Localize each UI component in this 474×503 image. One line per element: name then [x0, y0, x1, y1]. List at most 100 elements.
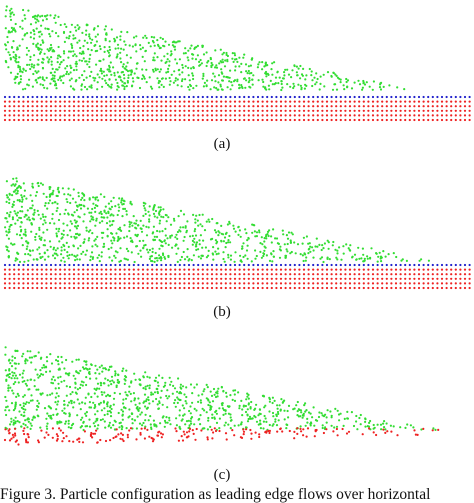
- fluid-particle: [8, 372, 11, 376]
- wall-particle: [436, 100, 439, 103]
- fluid-particle: [67, 73, 70, 76]
- fluid-particle: [153, 36, 156, 39]
- fluid-particle: [297, 408, 300, 411]
- wall-particle: [95, 286, 99, 290]
- wall-particle: [404, 109, 407, 112]
- wall-particle: [296, 432, 299, 435]
- fluid-particle: [110, 28, 113, 31]
- boundary-particle: [371, 263, 375, 267]
- fluid-particle: [170, 73, 173, 76]
- fluid-particle: [107, 51, 110, 54]
- wall-particle: [299, 427, 302, 430]
- fluid-particle: [336, 409, 339, 412]
- fluid-particle: [334, 73, 337, 76]
- fluid-particle: [166, 237, 169, 240]
- fluid-particle: [12, 190, 15, 193]
- fluid-particle: [194, 221, 197, 224]
- fluid-particle: [82, 241, 85, 244]
- wall-particle: [270, 282, 273, 285]
- fluid-particle: [184, 78, 187, 81]
- fluid-particle: [302, 67, 305, 70]
- fluid-particle: [79, 418, 83, 421]
- fluid-particle: [86, 207, 89, 210]
- fluid-particle: [60, 60, 63, 64]
- wall-particle: [146, 109, 149, 112]
- fluid-particle: [273, 61, 276, 64]
- fluid-particle: [112, 66, 115, 69]
- wall-particle: [169, 114, 172, 117]
- fluid-particle: [300, 73, 304, 76]
- wall-particle: [431, 118, 434, 122]
- wall-particle: [47, 433, 50, 436]
- boundary-particle: [220, 263, 223, 267]
- wall-particle: [307, 277, 310, 280]
- fluid-particle: [121, 70, 124, 74]
- fluid-particle: [86, 88, 89, 91]
- wall-particle: [213, 427, 216, 430]
- fluid-particle: [26, 379, 29, 382]
- fluid-particle: [19, 403, 22, 407]
- wall-particle: [81, 441, 85, 444]
- fluid-particle: [85, 229, 88, 232]
- wall-particle: [26, 282, 30, 285]
- fluid-particle: [171, 246, 174, 249]
- boundary-particle: [252, 263, 255, 267]
- fluid-particle: [107, 384, 110, 387]
- fluid-particle: [213, 229, 217, 232]
- fluid-particle: [71, 46, 74, 50]
- wall-particle: [22, 286, 25, 290]
- fluid-particle: [119, 259, 122, 262]
- fluid-particle: [105, 395, 108, 398]
- fluid-particle: [97, 424, 100, 427]
- fluid-particle: [90, 41, 93, 44]
- wall-particle: [408, 100, 411, 103]
- fluid-particle: [222, 75, 225, 78]
- wall-particle: [109, 277, 112, 280]
- fluid-particle: [161, 245, 164, 248]
- wall-particle: [132, 282, 135, 285]
- wall-particle: [242, 428, 245, 431]
- wall-particle: [68, 273, 71, 276]
- fluid-particle: [16, 211, 19, 214]
- fluid-particle: [109, 415, 113, 418]
- wall-particle: [422, 273, 425, 276]
- fluid-particle: [165, 394, 168, 398]
- wall-particle: [279, 282, 283, 285]
- fluid-particle: [70, 235, 73, 238]
- wall-particle: [279, 273, 283, 276]
- wall-particle: [54, 286, 57, 290]
- fluid-particle: [251, 78, 254, 81]
- boundary-particle: [367, 95, 370, 99]
- fluid-particle: [133, 222, 136, 225]
- fluid-particle: [197, 255, 200, 258]
- fluid-particle: [346, 410, 349, 413]
- fluid-particle: [158, 401, 161, 405]
- fluid-particle: [148, 76, 151, 79]
- fluid-particle: [90, 395, 93, 399]
- wall-particle: [160, 114, 163, 117]
- wall-particle: [459, 268, 462, 271]
- fluid-particle: [210, 394, 214, 397]
- wall-particle: [289, 114, 292, 117]
- fluid-particle: [222, 413, 225, 416]
- wall-particle: [210, 100, 214, 103]
- wall-particle: [302, 100, 306, 103]
- wall-particle: [91, 277, 94, 280]
- wall-particle: [261, 277, 264, 280]
- fluid-particle: [153, 59, 156, 62]
- fluid-particle: [195, 84, 198, 87]
- fluid-particle: [358, 416, 361, 420]
- fluid-particle: [24, 233, 27, 236]
- fluid-particle: [76, 388, 79, 391]
- boundary-particle: [468, 263, 471, 267]
- wall-particle: [22, 268, 25, 271]
- fluid-particle: [61, 361, 64, 364]
- fluid-particle: [18, 260, 22, 263]
- fluid-particle: [51, 213, 54, 216]
- fluid-particle: [66, 254, 69, 257]
- wall-particle: [86, 114, 89, 117]
- wall-particle: [210, 273, 214, 276]
- fluid-particle: [274, 420, 277, 423]
- fluid-particle: [158, 222, 161, 225]
- fluid-particle: [67, 257, 70, 260]
